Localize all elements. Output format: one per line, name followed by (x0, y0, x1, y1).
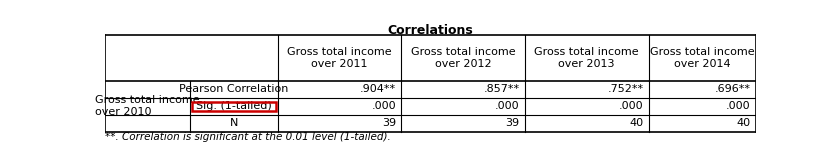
Text: 40: 40 (629, 118, 643, 128)
Text: Correlations: Correlations (387, 24, 474, 37)
Text: Gross total income
over 2012: Gross total income over 2012 (411, 47, 516, 69)
Text: Gross total income
over 2011: Gross total income over 2011 (287, 47, 391, 69)
Text: 40: 40 (737, 118, 751, 128)
Text: Sig. (1-tailed): Sig. (1-tailed) (196, 101, 271, 111)
Text: 39: 39 (382, 118, 396, 128)
Text: .000: .000 (495, 101, 520, 111)
Text: .904**: .904** (360, 84, 396, 94)
Text: .752**: .752** (607, 84, 643, 94)
Text: .000: .000 (619, 101, 643, 111)
Text: N: N (229, 118, 238, 128)
Text: .696**: .696** (715, 84, 751, 94)
Text: .857**: .857** (484, 84, 520, 94)
Text: .000: .000 (726, 101, 751, 111)
Text: Gross total income
over 2014: Gross total income over 2014 (650, 47, 754, 69)
Text: Gross total income
over 2013: Gross total income over 2013 (534, 47, 639, 69)
Text: 39: 39 (506, 118, 520, 128)
Text: **. Correlation is significant at the 0.01 level (1-tailed).: **. Correlation is significant at the 0.… (105, 132, 391, 142)
Text: .000: .000 (371, 101, 396, 111)
Text: Pearson Correlation: Pearson Correlation (179, 84, 288, 94)
Text: Gross total income
over 2010: Gross total income over 2010 (95, 95, 200, 117)
